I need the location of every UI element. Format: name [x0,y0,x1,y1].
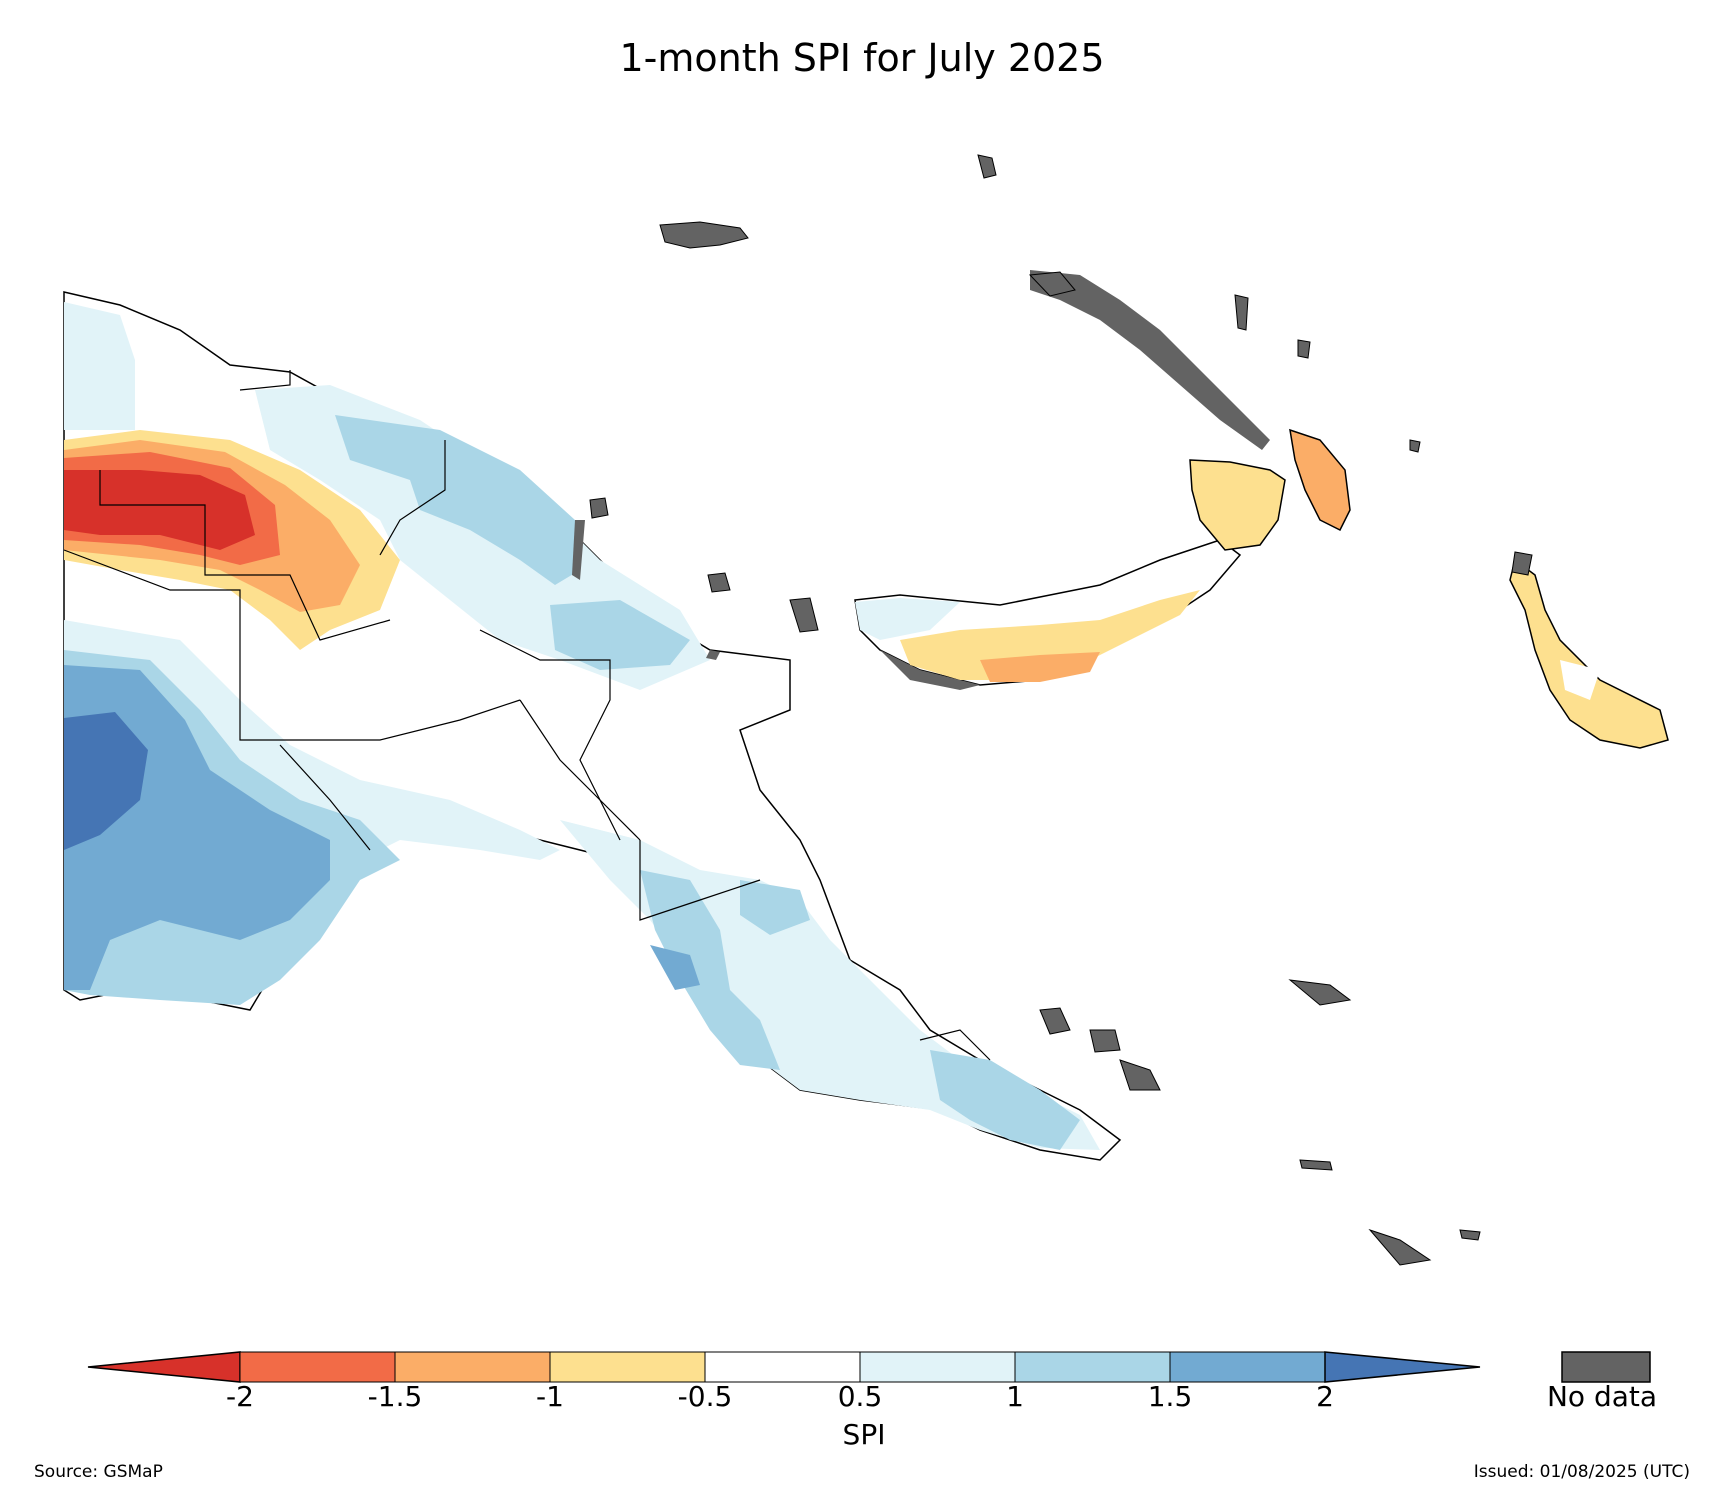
nodata-swatch [1561,1351,1651,1383]
bougainville [1509,558,1669,749]
spi-map [63,154,1669,1266]
colorbar-tick-3: -0.5 [677,1380,733,1413]
map-title: 1-month SPI for July 2025 [619,36,1105,80]
new-britain-orange [980,652,1100,682]
nodata-island-9 [1089,1029,1121,1053]
source-note: Source: GSMaP [34,1462,163,1482]
nodata-island-11 [1288,979,1352,1006]
colorbar-tick-6: 1.5 [1147,1380,1193,1413]
nodata-island-7 [1297,339,1311,359]
nodata-island-15 [1409,439,1421,453]
nodata-island-2 [1028,271,1076,297]
colorbar-tick-7: 2 [1316,1380,1334,1413]
colorbar-bin-3 [549,1351,706,1383]
nodata-island-16 [1511,551,1533,576]
nodata-island-14 [1459,1229,1481,1241]
nodata-island-6 [1234,294,1249,331]
nodata-island-12 [1368,1228,1432,1266]
colorbar-tick-1: -1.5 [367,1380,423,1413]
nodata-mainland-north [572,520,585,580]
new-britain-light [855,598,960,640]
nodata-island-3 [589,497,609,519]
bougainville-white [1560,660,1600,700]
nodata-mainland-ne [706,650,720,660]
nodata-island-8 [1039,1007,1071,1035]
nodata-island-10 [1119,1059,1161,1091]
new-britain-yellow [900,590,1200,680]
zone-dry-red [64,470,255,550]
zone-north-blue [335,415,580,585]
nodata-island-1 [977,154,997,179]
colorbar-tick-4: 0.5 [837,1380,883,1413]
new-britain-nodata [880,650,980,690]
colorbar-tick-5: 1 [1006,1380,1024,1413]
colorbar-bin-4 [704,1351,861,1383]
zone-pen-mid2 [740,880,810,935]
colorbar-label: SPI [842,1418,886,1451]
zone-pen-blue [640,870,780,1070]
zone-pen-mid [650,945,700,990]
zone-pen-east-blue [930,1050,1080,1150]
colorbar-tick-0: -2 [226,1380,254,1413]
manus-island [659,221,749,249]
issued-note: Issued: 01/08/2025 (UTC) [1473,1462,1690,1482]
nodata-island-5 [789,597,819,633]
new-ireland-nodata [1030,270,1270,450]
zone-sepik-blue [550,600,690,670]
nodata-islands [589,154,1533,1266]
colorbar-tick-2: -1 [536,1380,564,1413]
colorbar-bin-7 [1169,1351,1326,1383]
new-ireland [1289,428,1351,532]
zone-nw-light [64,302,135,430]
colorbar-bin-1 [239,1351,396,1383]
province-borders [63,370,991,1061]
colorbar-extend-low [87,1351,241,1383]
colorbar-bin-6 [1014,1351,1171,1383]
colorbar-bin-2 [394,1351,551,1383]
gazelle [1189,459,1286,551]
nodata-label: No data [1546,1380,1658,1413]
nodata-island-13 [1299,1159,1333,1171]
colorbar-extend-high [1324,1351,1481,1383]
colorbar-bin-5 [859,1351,1016,1383]
zone-sw-deep [64,712,148,850]
nodata-island-4 [707,572,731,593]
